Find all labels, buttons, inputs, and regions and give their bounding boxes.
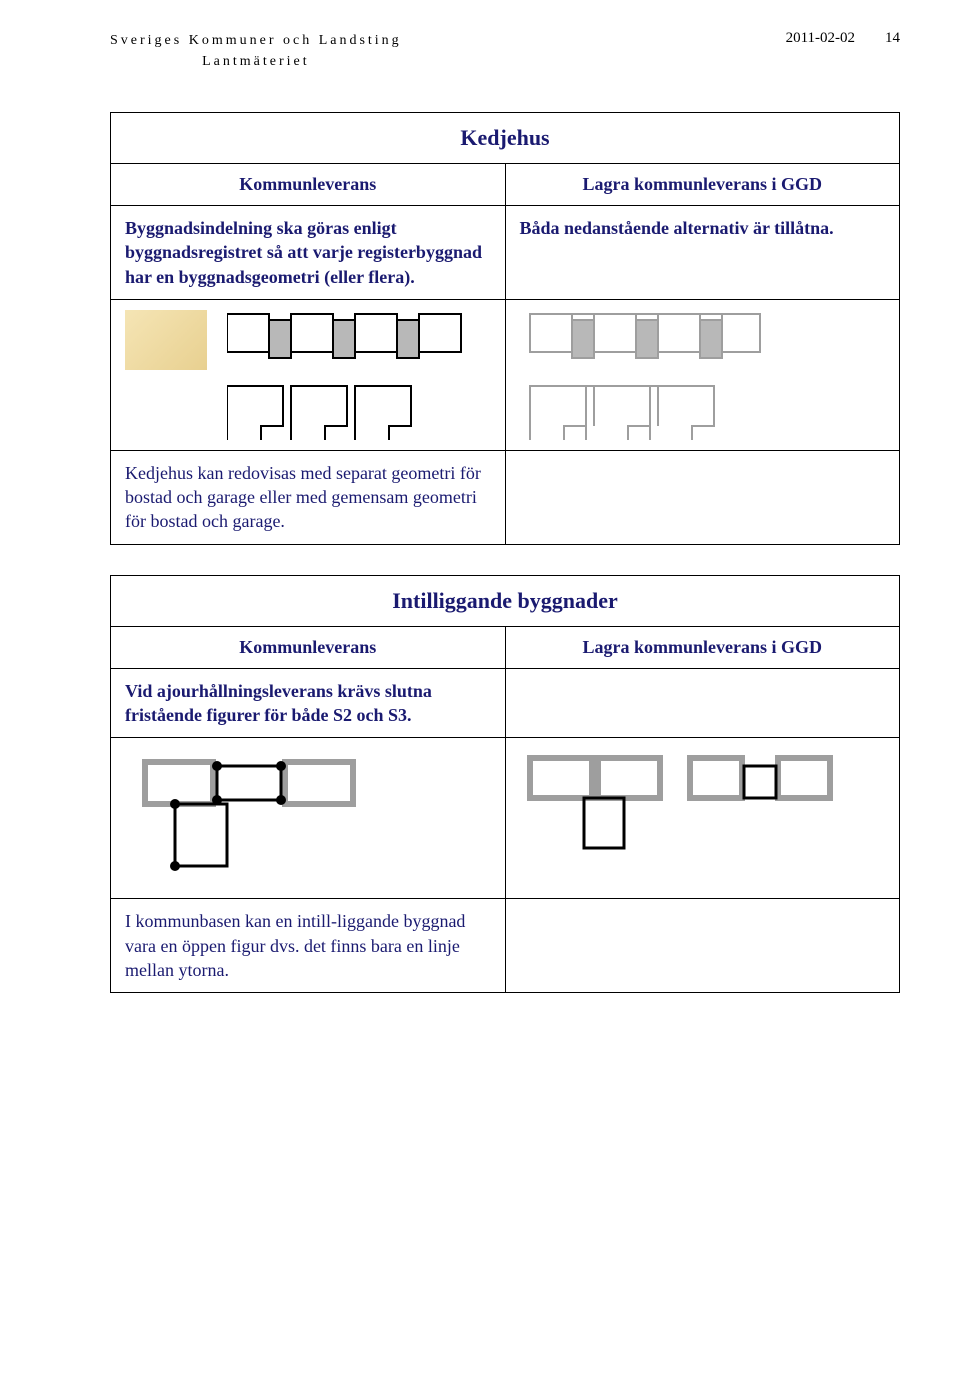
section1-title: Kedjehus [111, 113, 900, 164]
header-left: Sveriges Kommuner och Landsting Lantmäte… [110, 30, 402, 72]
header-right: 2011-02-02 14 [786, 30, 900, 72]
house-thumbnail [125, 310, 207, 370]
section1-diagram-row [111, 299, 900, 450]
section1-colB: Lagra kommunleverans i GGD [505, 164, 900, 206]
kedjehus-diagram-left [227, 310, 487, 440]
org-line-1: Sveriges Kommuner och Landsting [110, 30, 402, 51]
section2-colA: Kommunleverans [111, 626, 506, 668]
section2-text-row: Vid ajourhållningsleverans krävs slutna … [111, 668, 900, 738]
section1-diagram-right [505, 299, 900, 450]
section2-textB [505, 668, 900, 738]
section2-diagram-right [505, 738, 900, 899]
section2-diagram-left [111, 738, 506, 899]
page: Sveriges Kommuner och Landsting Lantmäte… [0, 0, 960, 1063]
section2-title: Intilliggande byggnader [111, 575, 900, 626]
header-page: 14 [885, 30, 900, 72]
kedjehus-diagram-right [520, 310, 800, 440]
section1-colA: Kommunleverans [111, 164, 506, 206]
section1-note-right [505, 450, 900, 544]
section2-note-row: I kommunbasen kan en intill-liggande byg… [111, 899, 900, 993]
page-header: Sveriges Kommuner och Landsting Lantmäte… [110, 30, 900, 72]
section1-text-row: Byggnadsindelning ska göras enligt byggn… [111, 206, 900, 300]
intill-diagram-right [520, 748, 840, 878]
section2-table: Intilliggande byggnader Kommunleverans L… [110, 575, 900, 993]
section1-note: Kedjehus kan redovisas med separat geome… [111, 450, 506, 544]
intill-diagram-left [125, 748, 425, 888]
section1-table: Kedjehus Kommunleverans Lagra kommunleve… [110, 112, 900, 545]
section1-diagram-left [111, 299, 506, 450]
section2-diagram-row [111, 738, 900, 899]
section1-note-row: Kedjehus kan redovisas med separat geome… [111, 450, 900, 544]
section2-headers: Kommunleverans Lagra kommunleverans i GG… [111, 626, 900, 668]
section1-textA: Byggnadsindelning ska göras enligt byggn… [111, 206, 506, 300]
section2-colB: Lagra kommunleverans i GGD [505, 626, 900, 668]
section2-note-right [505, 899, 900, 993]
section2-title-row: Intilliggande byggnader [111, 575, 900, 626]
section2-textA: Vid ajourhållningsleverans krävs slutna … [111, 668, 506, 738]
section1-headers: Kommunleverans Lagra kommunleverans i GG… [111, 164, 900, 206]
section2-note: I kommunbasen kan en intill-liggande byg… [111, 899, 506, 993]
section1-title-row: Kedjehus [111, 113, 900, 164]
header-date: 2011-02-02 [786, 30, 855, 72]
org-line-2: Lantmäteriet [110, 51, 402, 72]
section1-textB: Båda nedanstående alternativ är tillåtna… [505, 206, 900, 300]
